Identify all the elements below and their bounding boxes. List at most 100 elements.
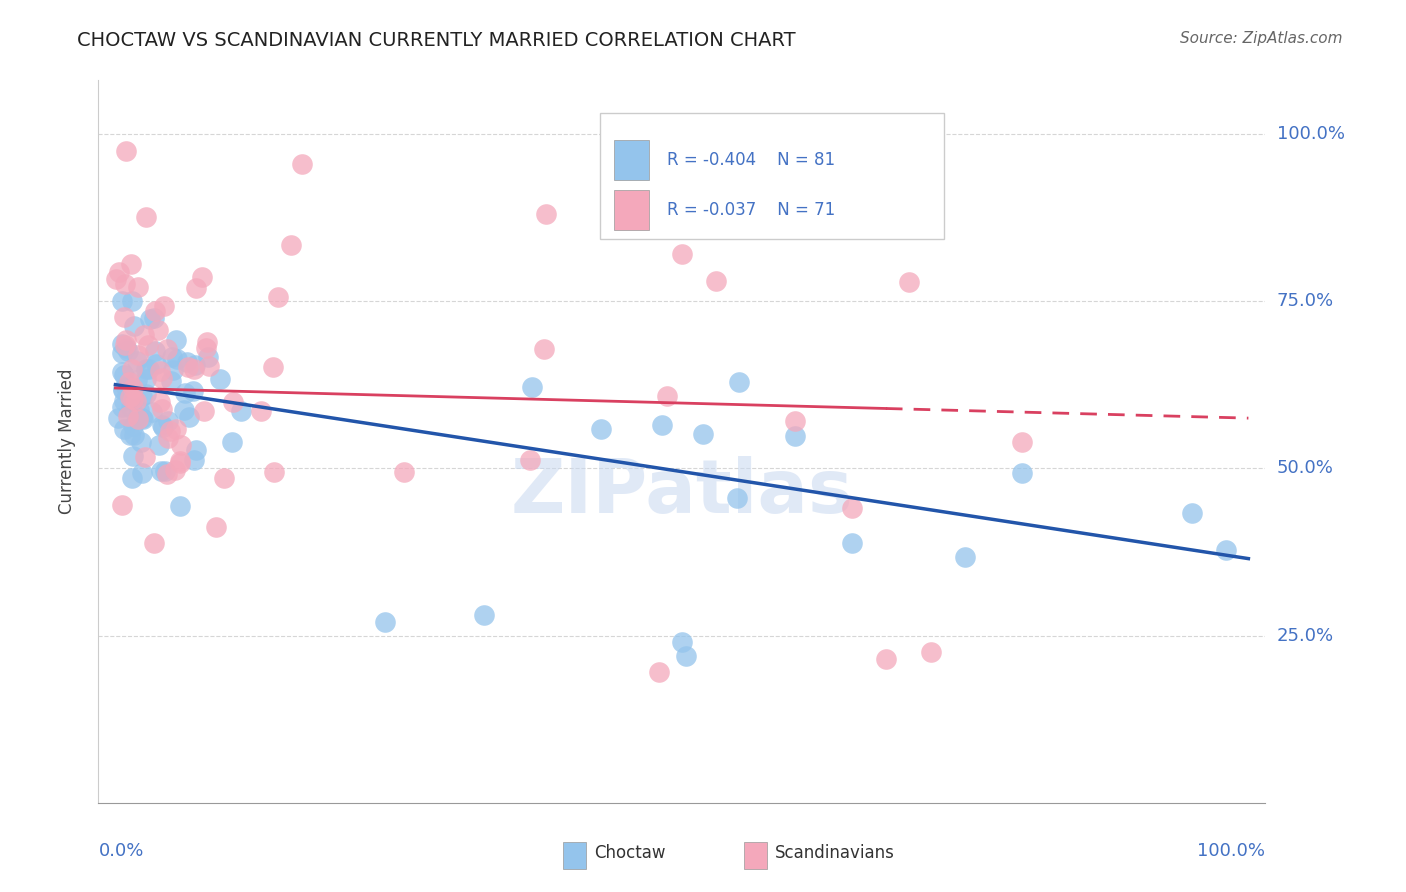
Point xyxy=(165,334,187,348)
FancyBboxPatch shape xyxy=(562,842,586,870)
Point xyxy=(533,343,555,357)
Point xyxy=(156,342,179,356)
Point xyxy=(104,272,127,286)
Point xyxy=(122,449,145,463)
Point xyxy=(127,409,149,423)
Point xyxy=(117,409,139,424)
Point xyxy=(112,382,135,396)
Point xyxy=(169,454,191,468)
Point xyxy=(125,353,148,368)
Point xyxy=(152,420,174,434)
Point xyxy=(152,299,174,313)
Point xyxy=(145,343,167,358)
Point xyxy=(841,536,863,550)
Point xyxy=(114,338,136,352)
Point xyxy=(108,265,131,279)
Point xyxy=(648,665,671,680)
Text: 50.0%: 50.0% xyxy=(1277,459,1333,477)
Text: CHOCTAW VS SCANDINAVIAN CURRENTLY MARRIED CORRELATION CHART: CHOCTAW VS SCANDINAVIAN CURRENTLY MARRIE… xyxy=(77,31,796,50)
Point xyxy=(118,376,141,390)
Point xyxy=(155,464,177,478)
Point xyxy=(163,463,186,477)
Point xyxy=(181,384,204,398)
Point xyxy=(522,380,544,394)
Point xyxy=(177,409,200,424)
Point xyxy=(118,378,141,392)
Point xyxy=(231,404,253,418)
Point xyxy=(198,359,221,374)
Point xyxy=(111,498,134,512)
Point xyxy=(197,350,219,364)
Point xyxy=(111,346,134,360)
Point xyxy=(160,375,183,389)
Text: 100.0%: 100.0% xyxy=(1198,842,1265,860)
Point xyxy=(953,549,976,564)
Point xyxy=(117,343,139,358)
Point xyxy=(589,422,612,436)
Point xyxy=(120,401,142,415)
Point xyxy=(1215,543,1237,558)
Point xyxy=(280,238,302,252)
Point xyxy=(118,390,141,404)
Point xyxy=(125,393,148,408)
Point xyxy=(1011,434,1033,449)
Point xyxy=(127,348,149,362)
Text: Source: ZipAtlas.com: Source: ZipAtlas.com xyxy=(1180,31,1343,46)
Point xyxy=(221,435,243,450)
Point xyxy=(169,500,191,514)
Text: 75.0%: 75.0% xyxy=(1277,292,1334,310)
Point xyxy=(263,465,285,479)
Point xyxy=(128,403,150,417)
FancyBboxPatch shape xyxy=(614,140,650,179)
Point xyxy=(148,438,170,452)
Text: R = -0.404    N = 81: R = -0.404 N = 81 xyxy=(666,151,835,169)
Point xyxy=(111,337,134,351)
Point xyxy=(143,303,166,318)
Point xyxy=(204,520,226,534)
Point xyxy=(150,464,173,478)
Point xyxy=(785,428,807,442)
Point xyxy=(193,404,215,418)
Point xyxy=(785,414,807,428)
Point xyxy=(115,342,138,356)
Point xyxy=(165,422,187,436)
Point xyxy=(177,360,200,375)
Point xyxy=(266,289,288,303)
Point xyxy=(222,395,245,409)
Point xyxy=(127,412,149,426)
Point xyxy=(122,427,145,442)
Point xyxy=(115,333,138,347)
Point xyxy=(149,395,172,409)
Text: Scandinavians: Scandinavians xyxy=(775,845,896,863)
Point xyxy=(675,648,697,663)
Point xyxy=(111,400,134,414)
Point xyxy=(155,467,177,482)
Point xyxy=(112,422,135,436)
Point xyxy=(135,210,157,224)
Point xyxy=(184,281,207,295)
Point xyxy=(651,417,673,432)
Point xyxy=(159,424,181,438)
Point xyxy=(170,438,193,452)
Point xyxy=(112,310,135,325)
Point xyxy=(162,351,184,365)
Point xyxy=(655,389,678,403)
Point xyxy=(184,358,207,372)
Point xyxy=(156,414,179,428)
Text: 100.0%: 100.0% xyxy=(1277,125,1344,143)
Point xyxy=(127,279,149,293)
Point xyxy=(132,328,155,343)
Point xyxy=(727,375,749,389)
Point xyxy=(195,334,218,349)
Point xyxy=(148,323,170,337)
Point xyxy=(121,381,143,395)
Point xyxy=(122,319,145,334)
Text: R = -0.037    N = 71: R = -0.037 N = 71 xyxy=(666,202,835,219)
Point xyxy=(142,311,165,326)
Point xyxy=(112,393,135,408)
Text: Choctaw: Choctaw xyxy=(595,845,666,863)
Point xyxy=(131,466,153,480)
Point xyxy=(472,608,495,623)
Point xyxy=(176,355,198,369)
Point xyxy=(150,371,173,385)
